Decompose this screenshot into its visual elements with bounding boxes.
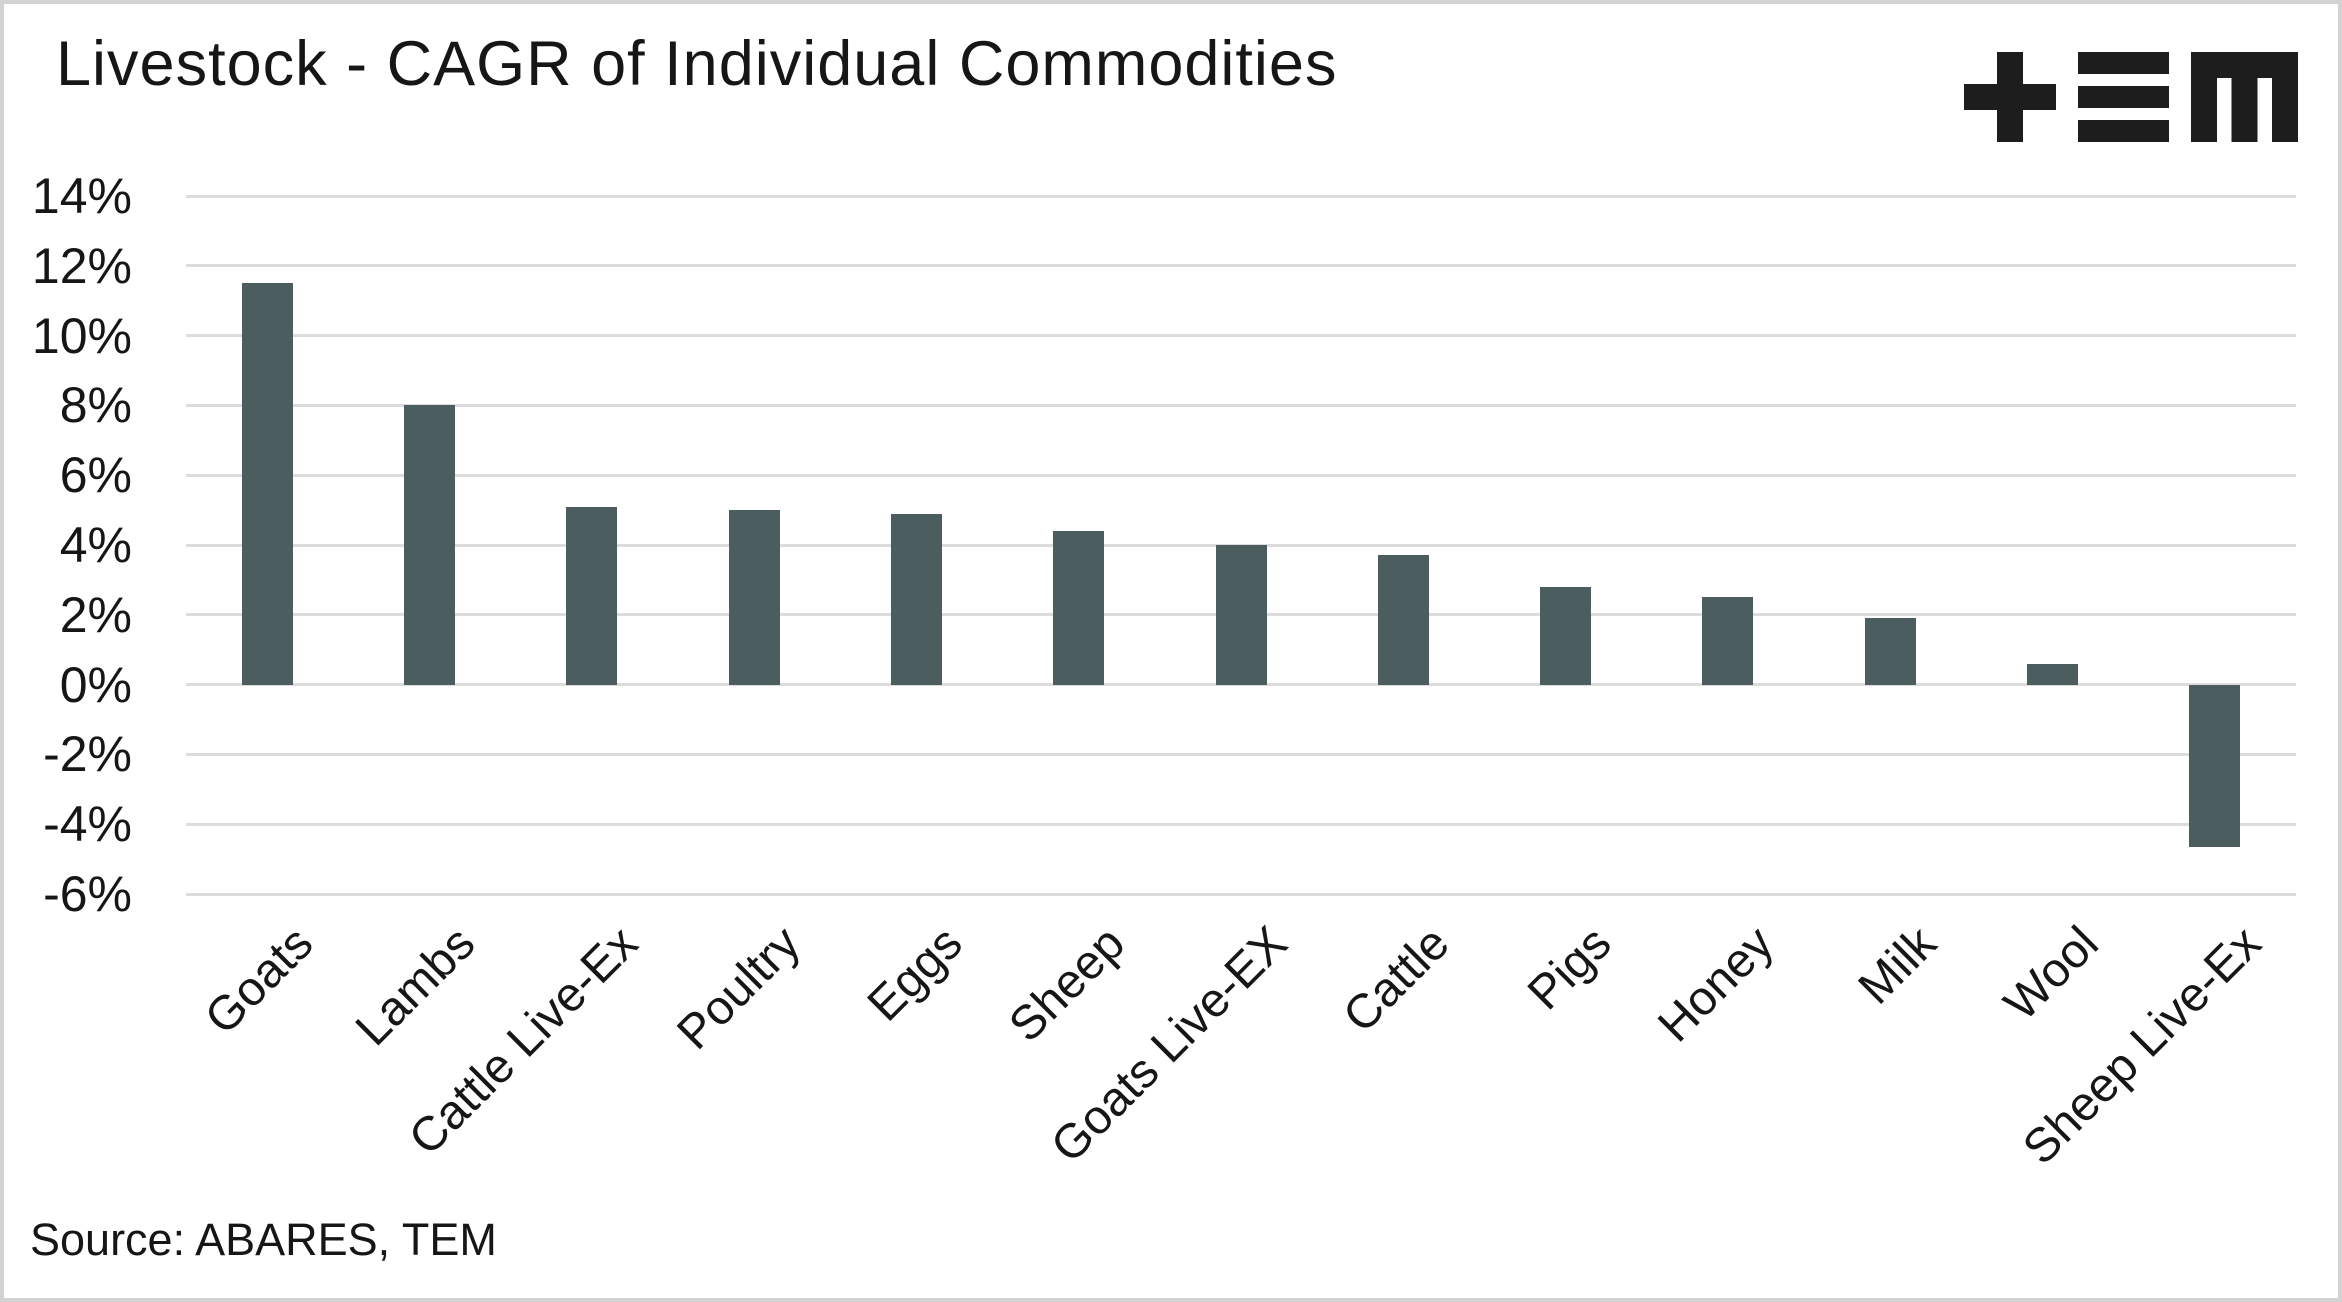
bar-column: Cattle xyxy=(1322,196,1484,1043)
y-tick-label: 2% xyxy=(59,586,132,643)
bar-column: Poultry xyxy=(667,196,835,1060)
bar-honey xyxy=(1702,597,1754,685)
x-tick-label: Poultry xyxy=(667,916,811,1060)
e-bar-bottom xyxy=(2078,120,2169,142)
y-tick-label: 10% xyxy=(31,307,132,364)
bar-pigs xyxy=(1540,586,1592,685)
bar-column: Honey xyxy=(1647,196,1809,1052)
bar-milk xyxy=(1864,618,1916,685)
chart-title: Livestock - CAGR of Individual Commoditi… xyxy=(56,29,1338,99)
y-tick-label: -4% xyxy=(43,796,132,853)
bar-column: Cattle Live-Ex xyxy=(399,196,673,1165)
bar-column: Sheep Live-Ex xyxy=(2013,196,2296,1175)
bar-column: Goats xyxy=(186,196,348,1045)
bar-columns: Goats Lambs Cattle Live-Ex Poultry Eggs Sheep… xyxy=(186,196,2296,1175)
gridline xyxy=(186,752,2296,756)
y-tick-label: 8% xyxy=(59,377,132,434)
x-tick-label: Sheep xyxy=(999,916,1135,1053)
bar-column: Lambs xyxy=(346,196,510,1056)
plot-area: Goats Lambs Cattle Live-Ex Poultry Eggs Sheep… xyxy=(186,194,2296,1175)
gridline xyxy=(186,822,2296,826)
y-tick-label: -6% xyxy=(43,866,132,922)
bar-wool xyxy=(2027,663,2079,685)
gridline xyxy=(186,334,2296,338)
y-tick-label: 12% xyxy=(31,237,132,294)
gridline xyxy=(186,264,2296,268)
bar-column: Pigs xyxy=(1485,196,1647,1020)
e-bar-top xyxy=(2078,52,2169,74)
x-tick-label: Milk xyxy=(1848,916,1947,1015)
e-bar-mid xyxy=(2078,86,2169,108)
y-tick-label: 0% xyxy=(59,656,132,713)
bar-column: Milk xyxy=(1809,196,1971,1015)
bar-cattle xyxy=(1377,555,1429,685)
y-tick-label: 14% xyxy=(31,168,132,224)
y-tick-label: 4% xyxy=(59,517,132,573)
bar-goats xyxy=(241,283,293,685)
source-note: Source: ABARES, TEM xyxy=(30,1214,497,1265)
bar-poultry xyxy=(728,510,780,685)
tem-logo xyxy=(1964,52,2298,142)
bar-column: Goats Live-EX xyxy=(1041,196,1322,1173)
gridline xyxy=(186,543,2296,547)
bar-column: Wool xyxy=(1971,196,2133,1031)
tem-logo-shapes xyxy=(1964,52,2298,142)
bar-column: Sheep xyxy=(998,196,1160,1052)
bar-goats-live-ex xyxy=(1215,545,1267,685)
x-tick-label: Eggs xyxy=(857,916,973,1032)
bar-sheep xyxy=(1053,531,1105,685)
y-tick-label: 6% xyxy=(59,447,132,504)
x-tick-label: Wool xyxy=(1994,916,2109,1031)
x-tick-label: Goats xyxy=(195,916,324,1045)
gridline xyxy=(186,892,2296,896)
bar-sheep-live-ex xyxy=(2189,684,2241,847)
x-tick-label: Cattle xyxy=(1333,916,1460,1043)
x-tick-label: Honey xyxy=(1648,916,1785,1053)
y-axis: 14% 12% 10% 8% 6% 4% 2% 0% -2% -4% -6% xyxy=(4,168,132,922)
gridline xyxy=(186,194,2296,198)
bar-column: Eggs xyxy=(835,196,997,1032)
bar-lambs xyxy=(403,405,455,685)
gridline xyxy=(186,403,2296,407)
x-tick-label: Pigs xyxy=(1518,916,1622,1021)
bar-eggs xyxy=(890,513,942,685)
y-tick-label: -2% xyxy=(43,726,132,783)
gridline xyxy=(186,473,2296,477)
bar-cattle-live-ex xyxy=(566,506,618,685)
x-tick-label: Lambs xyxy=(346,916,486,1057)
m-glyph xyxy=(2191,52,2298,142)
